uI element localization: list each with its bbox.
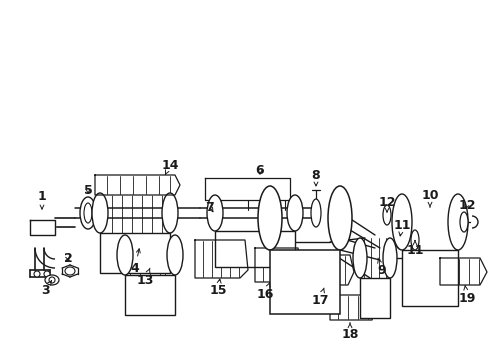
Polygon shape bbox=[254, 248, 302, 282]
Polygon shape bbox=[329, 295, 377, 320]
Text: 6: 6 bbox=[255, 163, 264, 176]
Text: 5: 5 bbox=[83, 184, 92, 197]
Text: 14: 14 bbox=[161, 158, 179, 174]
Text: 16: 16 bbox=[256, 283, 273, 302]
Text: 13: 13 bbox=[136, 268, 153, 287]
Polygon shape bbox=[30, 220, 55, 235]
Text: 2: 2 bbox=[63, 252, 72, 265]
Ellipse shape bbox=[34, 271, 40, 277]
Polygon shape bbox=[95, 175, 180, 195]
Text: 12: 12 bbox=[457, 198, 475, 212]
Bar bbox=[125, 275, 175, 315]
Polygon shape bbox=[439, 258, 486, 285]
Text: 19: 19 bbox=[457, 286, 475, 305]
Text: 9: 9 bbox=[377, 258, 386, 276]
Ellipse shape bbox=[327, 186, 351, 250]
Ellipse shape bbox=[447, 194, 467, 250]
Text: 17: 17 bbox=[311, 288, 328, 306]
Polygon shape bbox=[309, 255, 353, 285]
Bar bbox=[215, 231, 294, 267]
Text: 7: 7 bbox=[205, 201, 214, 213]
Text: 18: 18 bbox=[341, 323, 358, 342]
Ellipse shape bbox=[382, 205, 390, 225]
Ellipse shape bbox=[84, 203, 92, 223]
Ellipse shape bbox=[459, 212, 467, 232]
Text: 10: 10 bbox=[420, 189, 438, 207]
Ellipse shape bbox=[44, 271, 50, 277]
Ellipse shape bbox=[394, 225, 404, 249]
Ellipse shape bbox=[352, 238, 366, 278]
Bar bbox=[269, 250, 339, 314]
Text: 1: 1 bbox=[38, 189, 46, 209]
Text: 12: 12 bbox=[378, 195, 395, 212]
Ellipse shape bbox=[410, 230, 418, 250]
Ellipse shape bbox=[45, 275, 59, 285]
Polygon shape bbox=[195, 240, 247, 278]
Text: 11: 11 bbox=[392, 219, 410, 236]
Ellipse shape bbox=[117, 235, 133, 275]
Ellipse shape bbox=[162, 193, 178, 233]
Ellipse shape bbox=[49, 277, 55, 283]
Bar bbox=[100, 233, 170, 273]
Polygon shape bbox=[204, 178, 289, 200]
Bar bbox=[401, 250, 457, 306]
Text: 3: 3 bbox=[41, 280, 52, 297]
Text: 4: 4 bbox=[130, 249, 140, 275]
Bar bbox=[359, 278, 389, 318]
Text: 15: 15 bbox=[209, 279, 226, 297]
Text: 11: 11 bbox=[406, 240, 423, 256]
Ellipse shape bbox=[167, 235, 183, 275]
Ellipse shape bbox=[206, 195, 223, 231]
Ellipse shape bbox=[80, 197, 96, 229]
Ellipse shape bbox=[286, 195, 303, 231]
Ellipse shape bbox=[391, 194, 411, 250]
Text: 8: 8 bbox=[311, 168, 320, 186]
Ellipse shape bbox=[382, 238, 396, 278]
Ellipse shape bbox=[65, 267, 75, 275]
Ellipse shape bbox=[258, 186, 282, 250]
Ellipse shape bbox=[92, 193, 108, 233]
Ellipse shape bbox=[310, 199, 320, 227]
